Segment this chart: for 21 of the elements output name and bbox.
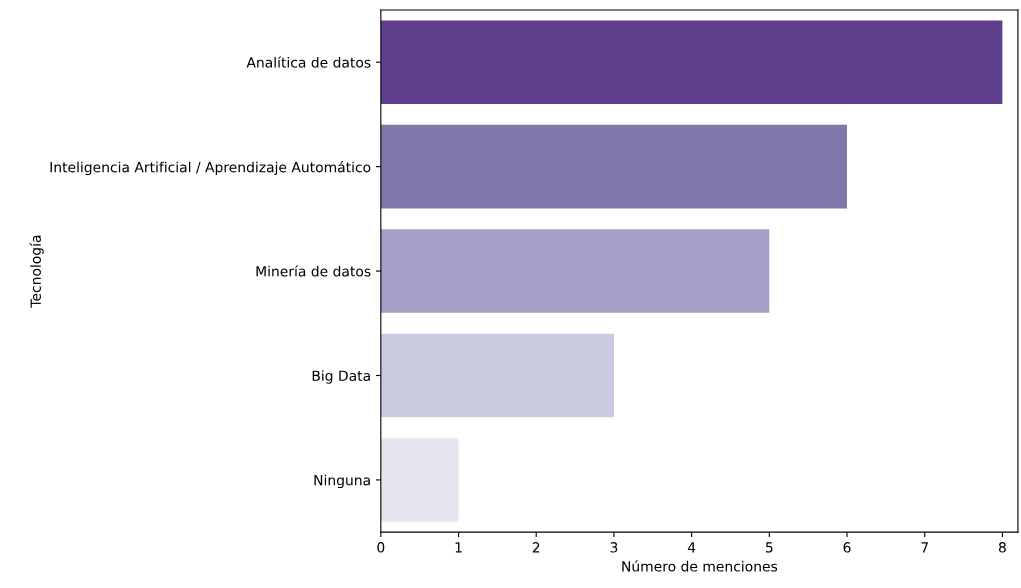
- x-tick-label: 5: [765, 542, 773, 553]
- bar: [380, 124, 848, 209]
- y-tick-label: Minería de datos: [256, 265, 371, 277]
- bar: [380, 20, 1003, 104]
- x-tick-label: 7: [921, 542, 928, 553]
- x-tick-label: 8: [998, 542, 1006, 553]
- y-tick-label: Inteligencia Artificial / Aprendizaje Automático: [50, 161, 371, 176]
- y-tick-label: Ninguna: [314, 474, 370, 489]
- y-axis-title: Tecnología: [29, 235, 44, 308]
- bar: [380, 438, 459, 522]
- y-tick-label: Analítica de datos: [246, 56, 371, 68]
- x-tick-label: 6: [843, 542, 851, 553]
- x-tick-label: 4: [687, 542, 696, 553]
- bar: [380, 229, 770, 313]
- x-tick-label: 3: [610, 542, 618, 553]
- x-tick-label: 0: [377, 542, 385, 553]
- x-axis-title: Número de menciones: [622, 560, 778, 572]
- bar: [380, 333, 614, 418]
- x-tick-label: 1: [455, 542, 462, 553]
- x-tick-label: 2: [532, 542, 540, 553]
- y-tick-label: Big Data: [312, 370, 370, 384]
